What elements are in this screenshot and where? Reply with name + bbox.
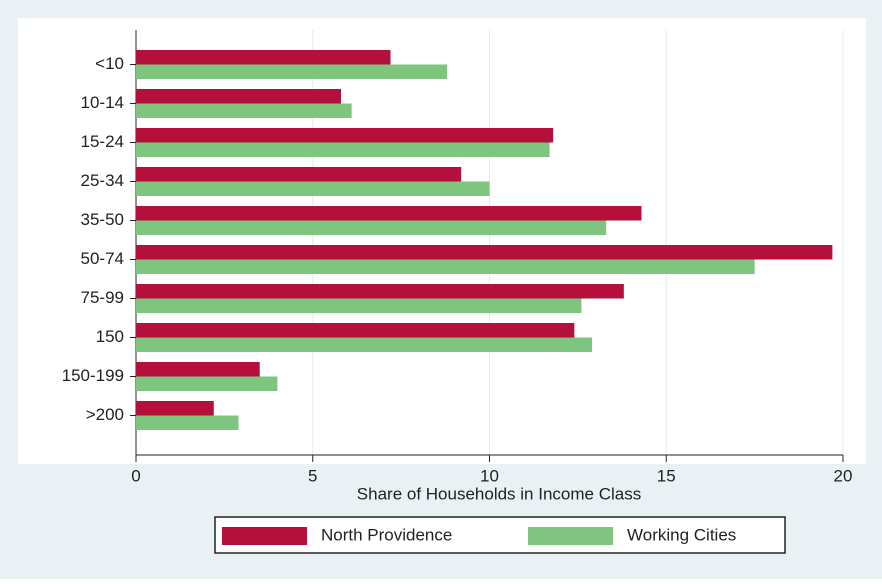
y-tick-label: 75-99 <box>81 288 124 307</box>
bar <box>136 206 642 221</box>
legend-swatch <box>222 527 307 545</box>
y-tick-label: >200 <box>86 405 124 424</box>
x-axis-title: Share of Households in Income Class <box>357 484 641 503</box>
legend-swatch <box>528 527 613 545</box>
bar <box>136 337 593 352</box>
bar <box>136 415 239 430</box>
bar <box>136 142 550 157</box>
y-tick-label: 150-199 <box>62 366 124 385</box>
legend <box>214 516 786 554</box>
bar <box>136 362 260 377</box>
y-tick-label: 35-50 <box>81 210 124 229</box>
y-tick-label: 50-74 <box>81 249 124 268</box>
bar <box>136 298 582 313</box>
x-tick-label: 10 <box>480 466 499 485</box>
bar <box>136 259 755 274</box>
legend-label: North Providence <box>321 525 452 544</box>
plot-region <box>18 18 866 464</box>
bar <box>136 64 448 79</box>
x-tick-label: 15 <box>657 466 676 485</box>
bar <box>136 181 490 196</box>
bar <box>136 323 575 338</box>
y-tick-label: 10-14 <box>81 93 124 112</box>
y-tick-label: 15-24 <box>81 132 124 151</box>
bar <box>136 167 462 182</box>
bar <box>136 89 342 104</box>
bar <box>136 50 391 65</box>
bar <box>136 284 624 299</box>
bar <box>136 376 278 391</box>
y-tick-label: 25-34 <box>81 171 124 190</box>
x-tick-label: 5 <box>308 466 317 485</box>
x-tick-label: 20 <box>834 466 853 485</box>
bar <box>136 245 833 260</box>
y-tick-label: <10 <box>95 54 124 73</box>
bar <box>136 128 554 143</box>
bar <box>136 220 607 235</box>
x-tick-label: 0 <box>131 466 140 485</box>
bar <box>136 103 352 118</box>
legend-label: Working Cities <box>627 525 736 544</box>
bar <box>136 401 214 416</box>
y-tick-label: 150 <box>96 327 124 346</box>
